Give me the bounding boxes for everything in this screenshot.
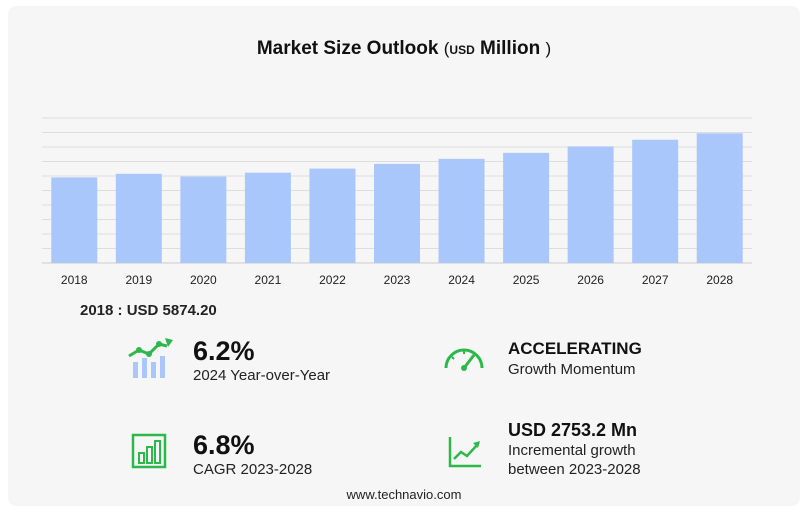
bar-2021 xyxy=(244,172,291,263)
cagr-stat: 6.8% CAGR 2023-2028 xyxy=(193,430,312,479)
bar-2023 xyxy=(374,163,420,263)
chart-bars xyxy=(51,133,743,263)
bar-2019 xyxy=(115,173,162,263)
title-close-paren: ) xyxy=(545,39,552,58)
bar-chart-icon xyxy=(131,433,167,469)
speedometer-icon xyxy=(444,348,484,371)
chart-title: Market Size Outlook (USD Million ) xyxy=(0,38,808,60)
cagr-value: 6.8% xyxy=(193,430,255,460)
cagr-label: CAGR 2023-2028 xyxy=(193,461,313,478)
title-unit: Million xyxy=(480,38,541,59)
x-tick-label: 2024 xyxy=(448,273,475,287)
bar-2022 xyxy=(309,168,356,263)
x-tick-label: 2026 xyxy=(577,273,604,287)
yoy-label: 2024 Year-over-Year xyxy=(193,367,331,384)
yoy-stat: 6.2% 2024 Year-over-Year xyxy=(193,336,330,385)
x-tick-label: 2018 xyxy=(61,273,88,287)
x-tick-label: 2022 xyxy=(319,273,346,287)
x-tick-label: 2025 xyxy=(513,273,540,287)
bar-2024 xyxy=(438,158,485,263)
momentum-value: ACCELERATING xyxy=(508,339,642,358)
incremental-label-line1: Incremental growth xyxy=(508,442,636,459)
bar-2027 xyxy=(632,139,679,263)
incremental-label-line2: between 2023-2028 xyxy=(508,461,641,478)
bar-2025 xyxy=(503,152,550,263)
yoy-value: 6.2% xyxy=(193,336,255,366)
title-unit-prefix: USD xyxy=(449,43,475,57)
base-year-value: 2018 : USD 5874.20 xyxy=(80,302,217,319)
x-tick-label: 2019 xyxy=(125,273,152,287)
bar-2026 xyxy=(567,146,614,263)
x-tick-label: 2021 xyxy=(255,273,282,287)
momentum-label: Growth Momentum xyxy=(508,361,636,378)
title-open-paren: ( xyxy=(443,39,450,58)
x-axis-labels: 2018 2019 2020 2021 2022 2023 2024 2025 2026 2027… xyxy=(61,273,733,287)
incremental-stat: USD 2753.2 Mn Incremental growth between… xyxy=(508,419,641,479)
x-tick-label: 2028 xyxy=(706,273,733,287)
incremental-value: USD 2753.2 Mn xyxy=(508,420,638,440)
momentum-stat: ACCELERATING Growth Momentum xyxy=(508,338,642,379)
bar-2018 xyxy=(51,177,98,263)
bar-2028 xyxy=(696,133,743,263)
bar-chart: 2018 2019 2020 2021 2022 2023 2024 2025 2026 2027… xyxy=(42,117,752,287)
footer-url: www.technavio.com xyxy=(346,487,462,502)
line-growth-icon xyxy=(448,437,481,468)
title-main: Market Size Outlook xyxy=(256,38,439,59)
x-tick-label: 2027 xyxy=(642,273,669,287)
x-tick-label: 2020 xyxy=(190,273,217,287)
x-tick-label: 2023 xyxy=(384,273,411,287)
bar-growth-icon xyxy=(128,338,173,378)
bar-2020 xyxy=(180,176,227,263)
